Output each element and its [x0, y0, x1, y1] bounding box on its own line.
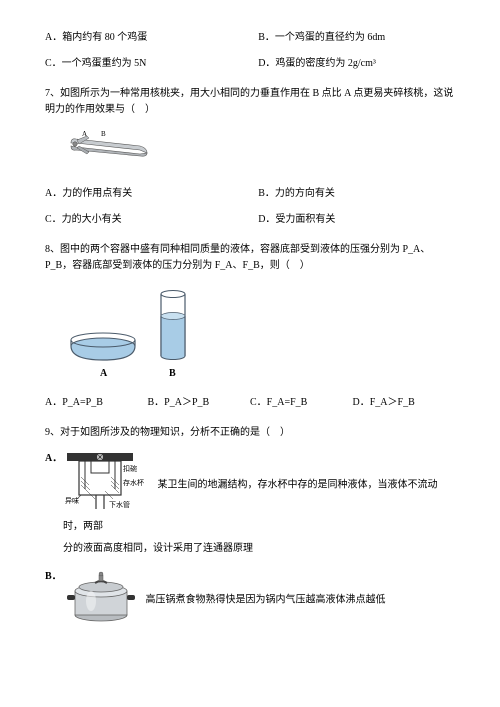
q9-a-label: A．: [45, 451, 63, 467]
q-prev-row1: A．箱内约有 80 个鸡蛋 B．一个鸡蛋的直径约为 6dm: [45, 30, 455, 46]
svg-text:异味: 异味: [65, 496, 79, 505]
q9-item-b: B． 高压锅煮食物熟得快是因为锅内气压越高液体沸点越低: [45, 569, 455, 631]
q7-row1: A．力的作用点有关 B．力的方向有关: [45, 186, 455, 202]
q9-a-after: 分的液面高度相同，设计采用了连通器原理: [63, 541, 455, 557]
svg-text:扣碗: 扣碗: [123, 464, 137, 473]
q8-label-a: A: [100, 368, 108, 379]
svg-text:存水杯: 存水杯: [123, 478, 144, 487]
option-a: A．箱内约有 80 个鸡蛋: [45, 30, 258, 46]
q7-option-a: A．力的作用点有关: [45, 186, 258, 202]
q7-figure: A B: [65, 128, 455, 176]
q8-option-b: B．P_A＞P_B: [148, 395, 251, 411]
q9-b-text: 高压锅煮食物熟得快是因为锅内气压越高液体沸点越低: [146, 594, 386, 605]
q9-item-a: A．: [45, 451, 455, 535]
option-d: D．鸡蛋的密度约为 2g/cm³: [258, 56, 455, 72]
q8-options: A．P_A=P_B B．P_A＞P_B C．F_A=F_B D．F_A＞F_B: [45, 395, 455, 411]
q7-text: 7、如图所示为一种常用核桃夹，用大小相同的力垂直作用在 B 点比 A 点更易夹碎…: [45, 86, 455, 118]
q8-text: 8、图中的两个容器中盛有同种相同质量的液体，容器底部受到液体的压强分别为 P_A…: [45, 242, 455, 274]
q-prev-row2: C．一个鸡蛋重约为 5N D．鸡蛋的密度约为 2g/cm³: [45, 56, 455, 72]
q7-row2: C．力的大小有关 D．受力面积有关: [45, 212, 455, 228]
q7-option-d: D．受力面积有关: [258, 212, 455, 228]
q9-a-figure: 扣碗 存水杯 异味 下水管: [63, 451, 155, 519]
q7-option-b: B．力的方向有关: [258, 186, 455, 202]
q7-option-c: C．力的大小有关: [45, 212, 258, 228]
q9-text: 9、对于如图所涉及的物理知识，分析不正确的是（ ）: [45, 425, 455, 441]
q9-b-figure: [63, 569, 143, 631]
svg-text:B: B: [101, 130, 106, 138]
option-c: C．一个鸡蛋重约为 5N: [45, 56, 258, 72]
svg-text:下水管: 下水管: [109, 500, 130, 509]
q8-option-a: A．P_A=P_B: [45, 395, 148, 411]
q9-b-label: B．: [45, 569, 63, 585]
q8-option-c: C．F_A=F_B: [250, 395, 353, 411]
q8-figure: A B: [65, 284, 455, 385]
q8-label-b: B: [169, 368, 176, 379]
q8-option-d: D．F_A＞F_B: [353, 395, 456, 411]
option-b: B．一个鸡蛋的直径约为 6dm: [258, 30, 455, 46]
